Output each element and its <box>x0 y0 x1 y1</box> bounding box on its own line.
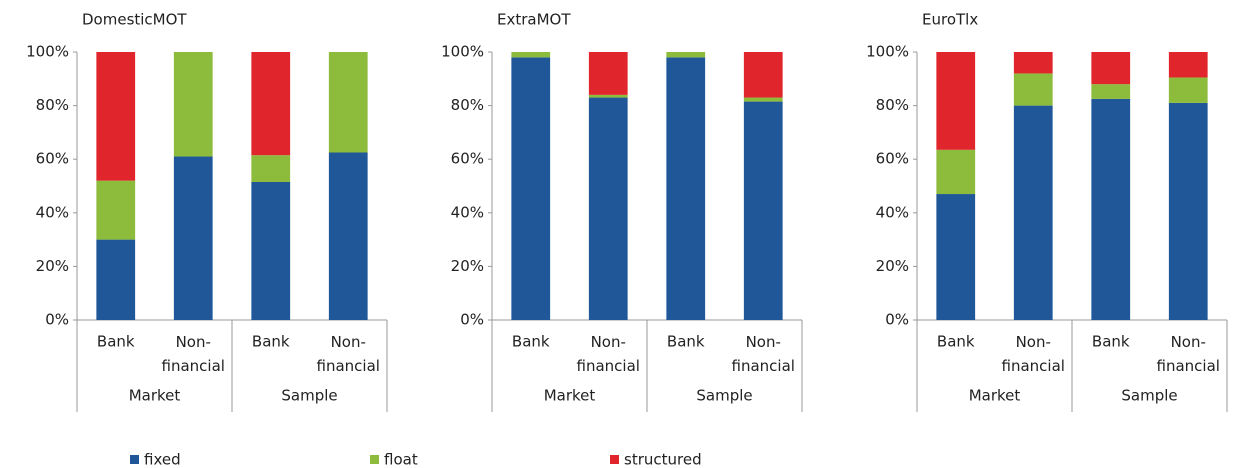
bar-segment <box>173 156 213 320</box>
x-tick-label: Bank <box>937 333 975 351</box>
bar-segment <box>588 94 628 98</box>
y-tick-label: 20% <box>36 257 69 275</box>
bar-segment <box>1168 77 1208 103</box>
y-tick-label: 100% <box>26 43 69 61</box>
y-tick-label: 80% <box>36 96 69 114</box>
chart-title: DomesticMOT <box>82 11 187 29</box>
y-tick-label: 60% <box>451 150 484 168</box>
legend-label: float <box>384 451 418 468</box>
bar-segment <box>328 52 368 153</box>
bar-segment <box>251 181 291 320</box>
bar-segment <box>328 152 368 320</box>
bar-segment <box>743 97 783 102</box>
bar-segment <box>743 101 783 320</box>
y-tick-label: 60% <box>876 150 909 168</box>
x-tick-label: Non-financial <box>732 333 795 375</box>
x-tick-label: Non-financial <box>317 333 380 375</box>
legend-swatch <box>130 455 139 464</box>
chart-title: ExtraMOT <box>497 11 571 29</box>
bar-segment <box>251 155 291 182</box>
bar-segment <box>173 52 213 157</box>
bar-segment <box>1168 102 1208 320</box>
y-tick-label: 40% <box>36 203 69 221</box>
bar-segment <box>1013 105 1053 320</box>
bar-segment <box>1013 73 1053 106</box>
bar-segment <box>936 149 976 195</box>
x-tick-label: Bank <box>667 333 705 351</box>
bar-segment <box>1091 52 1131 85</box>
x-tick-label: Bank <box>512 333 550 351</box>
bar-segment <box>666 52 706 58</box>
x-tick-label: Bank <box>252 333 290 351</box>
chart-title: EuroTlx <box>922 11 978 29</box>
y-tick-label: 0% <box>460 311 484 329</box>
y-tick-label: 100% <box>441 43 484 61</box>
y-tick-label: 60% <box>36 150 69 168</box>
group-label: Market <box>544 387 596 405</box>
y-tick-label: 0% <box>45 311 69 329</box>
y-tick-label: 20% <box>451 257 484 275</box>
bar-segment <box>96 180 136 240</box>
y-tick-label: 40% <box>451 203 484 221</box>
bar-segment <box>1168 52 1208 78</box>
bar-segment <box>743 52 783 98</box>
group-label: Market <box>129 387 181 405</box>
group-label: Sample <box>1121 387 1177 405</box>
bar-segment <box>936 194 976 320</box>
bar-segment <box>511 52 551 58</box>
y-tick-label: 100% <box>866 43 909 61</box>
x-tick-label: Non-financial <box>162 333 225 375</box>
bar-segment <box>666 57 706 321</box>
bar-segment <box>588 97 628 320</box>
legend-label: structured <box>624 451 702 468</box>
bar-segment <box>588 52 628 95</box>
group-label: Market <box>969 387 1021 405</box>
x-tick-label: Bank <box>97 333 135 351</box>
legend-swatch <box>370 455 379 464</box>
bar-segment <box>1091 98 1131 321</box>
bar-segment <box>96 239 136 320</box>
bar-segment <box>1091 84 1131 99</box>
bar-segment <box>96 52 136 181</box>
group-label: Sample <box>281 387 337 405</box>
x-tick-label: Non-financial <box>1157 333 1220 375</box>
y-tick-label: 0% <box>885 311 909 329</box>
y-tick-label: 20% <box>876 257 909 275</box>
y-tick-label: 80% <box>876 96 909 114</box>
legend-swatch <box>610 455 619 464</box>
x-tick-label: Bank <box>1092 333 1130 351</box>
x-tick-label: Non-financial <box>1002 333 1065 375</box>
bar-segment <box>936 52 976 150</box>
group-label: Sample <box>696 387 752 405</box>
bar-segment <box>251 52 291 156</box>
y-tick-label: 40% <box>876 203 909 221</box>
x-tick-label: Non-financial <box>577 333 640 375</box>
bar-segment <box>511 57 551 321</box>
bar-segment <box>1013 52 1053 74</box>
legend-label: fixed <box>144 451 181 468</box>
y-tick-label: 80% <box>451 96 484 114</box>
